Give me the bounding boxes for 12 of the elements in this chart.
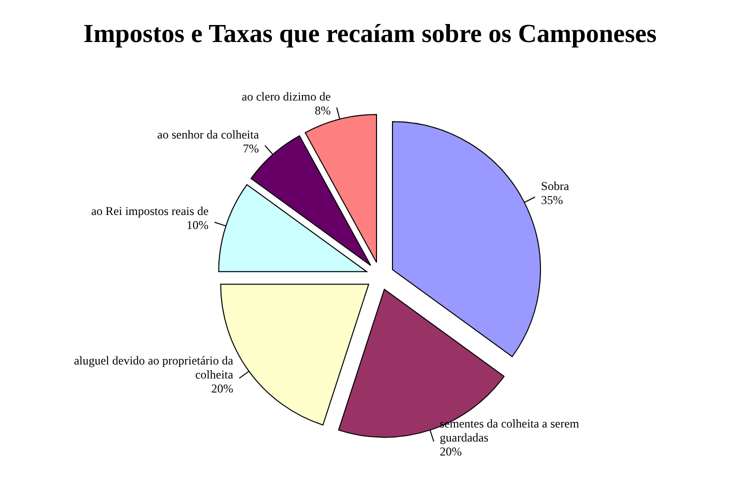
slice-label: ao senhor da colheita <box>157 127 260 142</box>
data-label: 10% <box>186 218 209 232</box>
data-label: 7% <box>242 141 259 156</box>
slice-label: ao Rei impostos reais de <box>91 204 209 218</box>
slice-label: ao clero dizimo de <box>242 89 331 104</box>
data-label: 35% <box>541 193 564 208</box>
data-label: 8% <box>314 103 331 118</box>
slice-label: Sobra <box>541 179 570 194</box>
data-label: 20% <box>440 444 462 458</box>
data-label: 20% <box>211 381 234 396</box>
legend-label: aluguel devido ao proprietário da colheita <box>74 353 234 382</box>
chart-title: Impostos e Taxas que recaíam sobre os Camponeses <box>83 19 657 48</box>
